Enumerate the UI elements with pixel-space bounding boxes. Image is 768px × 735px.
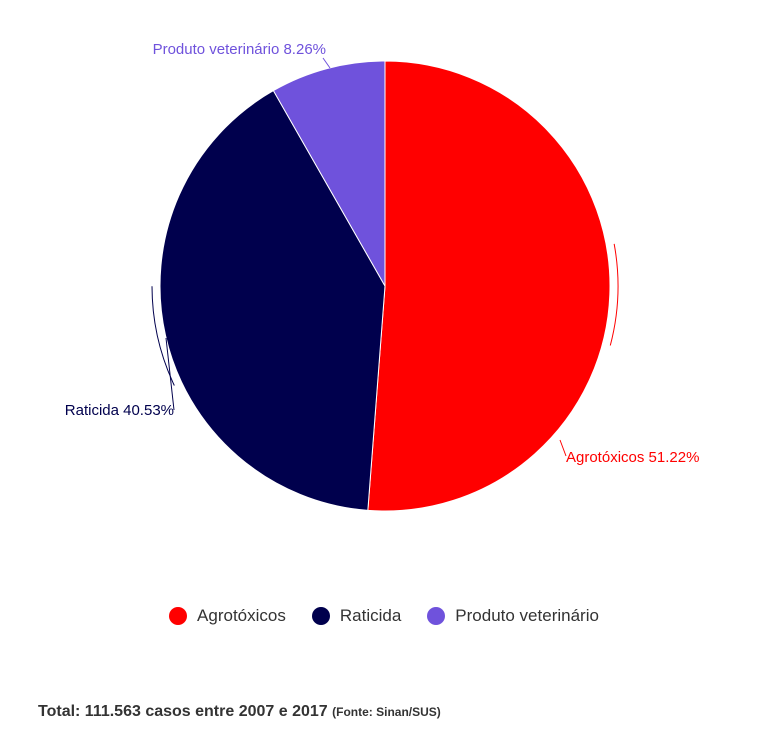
- slice-label-1: Raticida 40.53%: [65, 402, 174, 419]
- pie-slice-0[interactable]: [367, 60, 611, 512]
- legend-label: Agrotóxicos: [197, 606, 286, 625]
- slice-connector-2: [322, 57, 331, 69]
- slice-bracket-0: [609, 243, 619, 346]
- pie-slice-2[interactable]: [272, 60, 386, 288]
- legend-marker: [311, 607, 330, 625]
- pie-chart: Agrotóxicos 51.22% Raticida 40.53% Produto…: [65, 41, 699, 512]
- chart-legend: Agrotóxicos Raticida Produto veterinário: [0, 606, 768, 626]
- slice-label-0: Agrotóxicos 51.22%: [566, 449, 699, 466]
- legend-label: Raticida: [339, 606, 402, 625]
- legend-label: Produto veterinário: [455, 606, 599, 625]
- legend-marker: [427, 607, 446, 625]
- slice-connector-0: [559, 439, 567, 457]
- slice-label-2: Produto veterinário 8.26%: [153, 41, 326, 58]
- source-text: (Fonte: Sinan/SUS): [332, 705, 441, 719]
- legend-item-produto-veterinario[interactable]: Produto veterinário: [427, 606, 599, 626]
- total-text: Total: 111.563 casos entre 2007 e 2017: [38, 703, 328, 720]
- legend-marker: [169, 607, 188, 625]
- slice-connector-1: [165, 337, 175, 411]
- chart-footer: Total: 111.563 casos entre 2007 e 2017 (…: [38, 703, 441, 721]
- pie-slice-1[interactable]: [159, 89, 386, 511]
- legend-item-raticida[interactable]: Raticida: [311, 606, 402, 626]
- legend-item-agrotoxicos[interactable]: Agrotóxicos: [169, 606, 286, 626]
- pie-chart-svg: Agrotóxicos 51.22% Raticida 40.53% Produto…: [65, 41, 699, 512]
